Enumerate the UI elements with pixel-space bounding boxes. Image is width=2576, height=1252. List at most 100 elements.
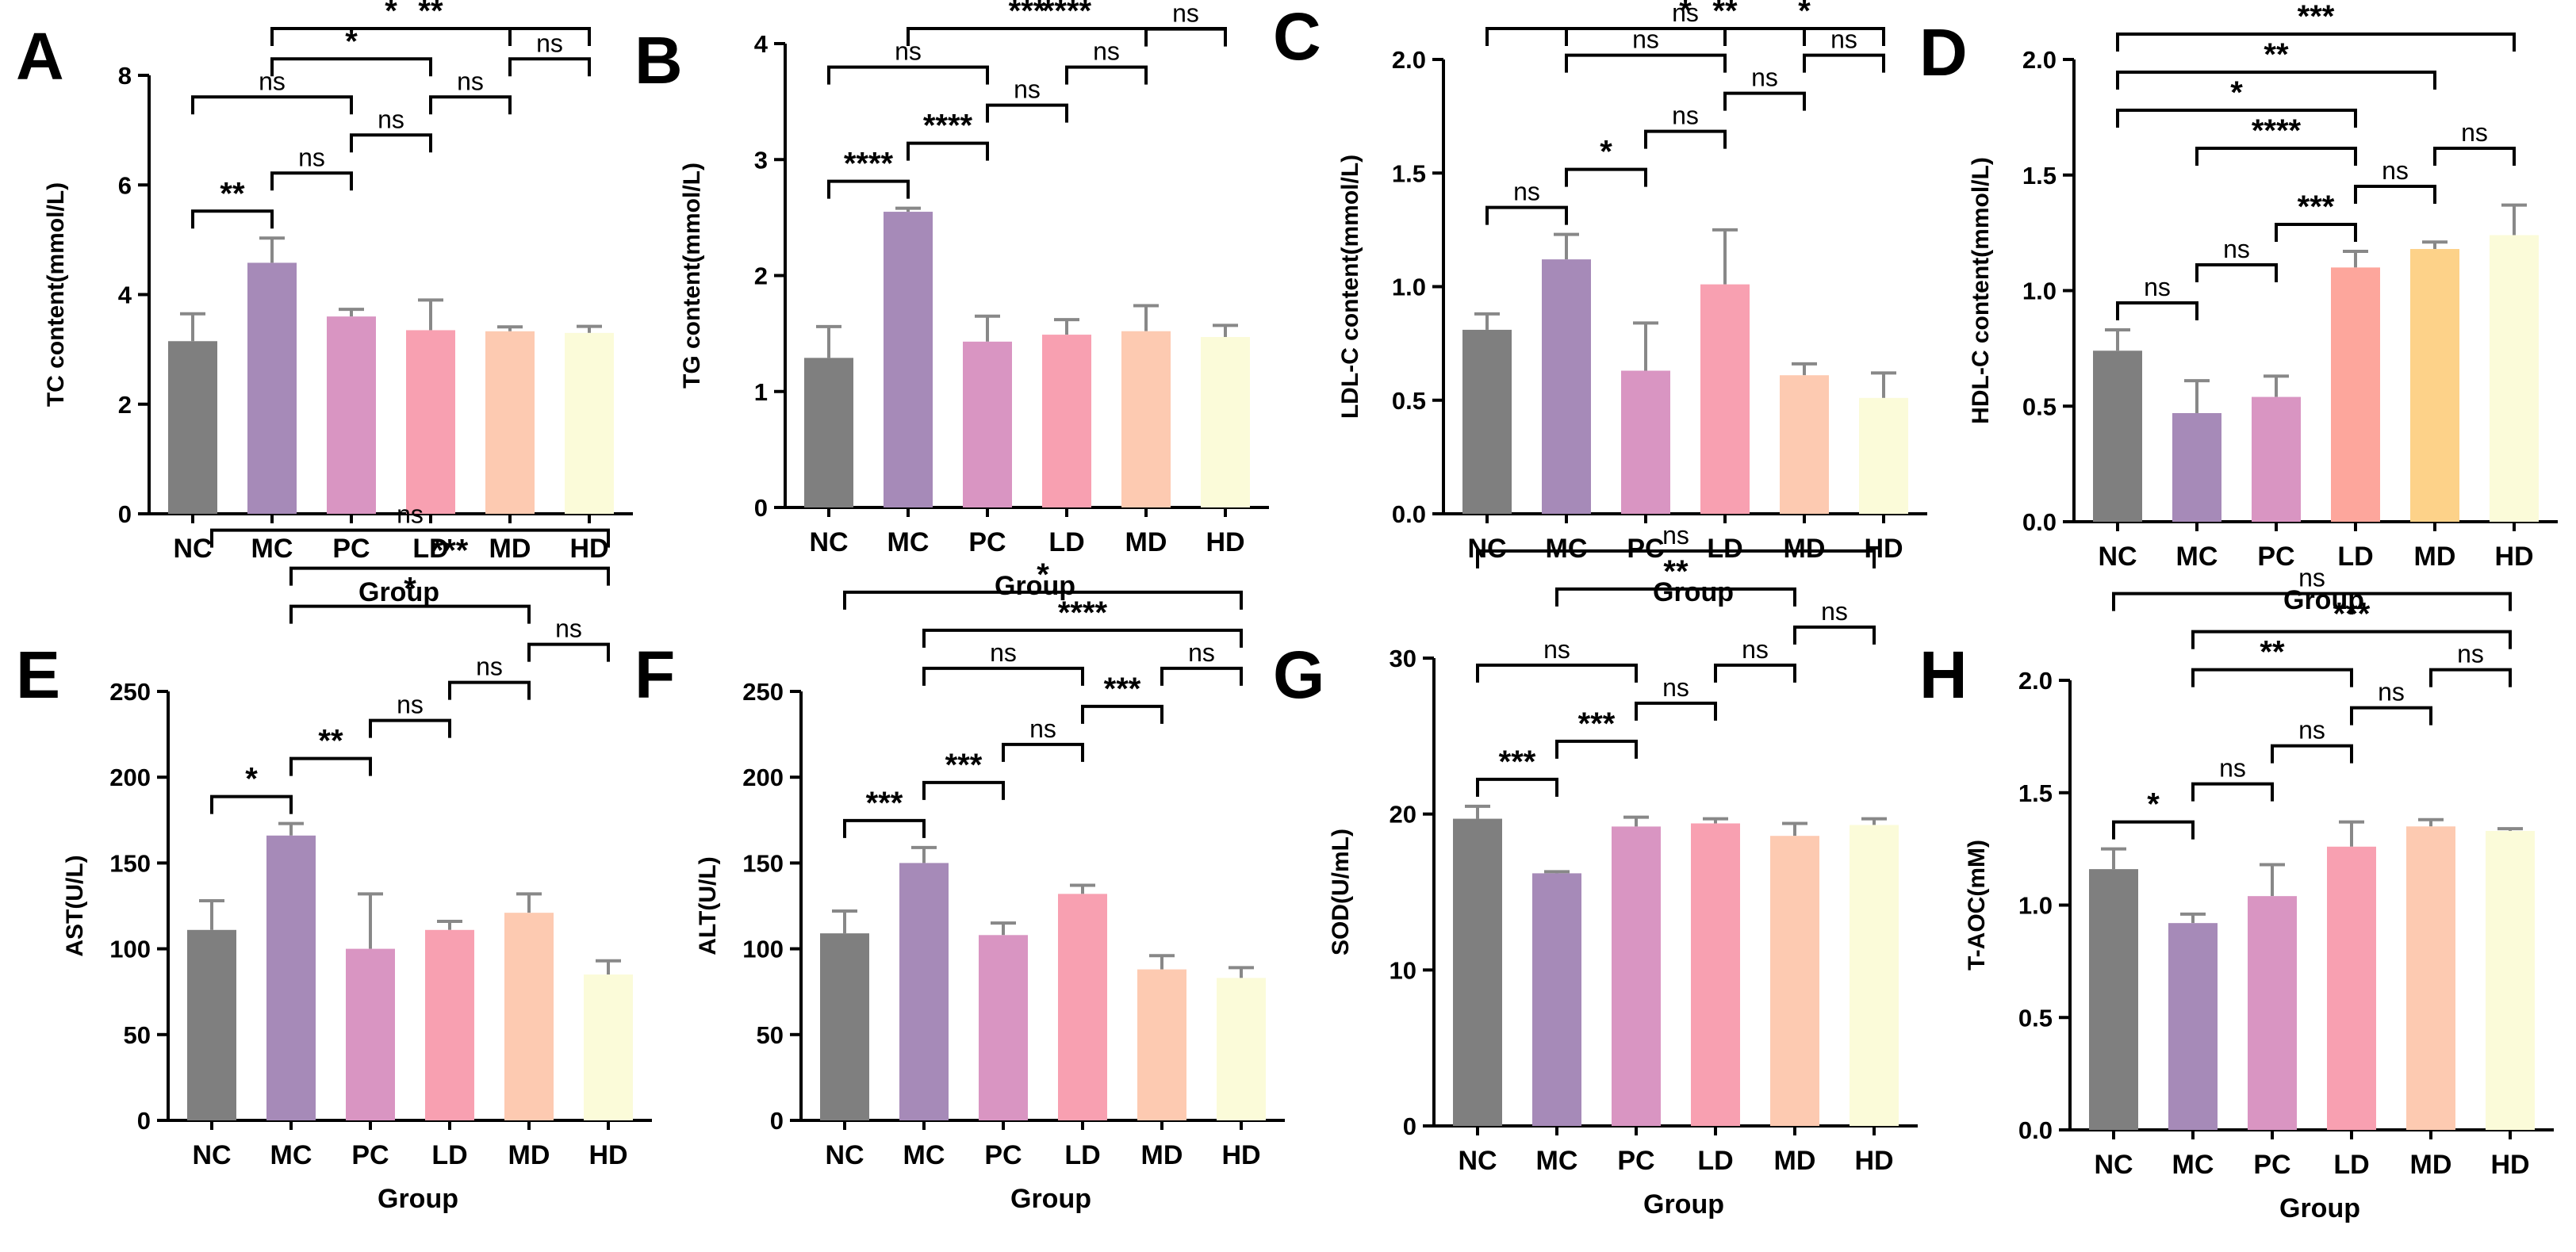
x-tick-label: LD [1064, 1140, 1100, 1170]
significance-label: ns [2298, 716, 2325, 745]
significance-label: ns [1014, 75, 1041, 104]
bar-nc [168, 341, 217, 514]
significance-bracket [1723, 91, 1806, 111]
significance-bracket [2433, 146, 2516, 166]
y-tick-label: 0.0 [2022, 508, 2057, 536]
significance-bracket [289, 566, 610, 586]
x-tick-label: MD [489, 534, 531, 564]
y-tick-label: 0 [754, 494, 768, 522]
x-tick-label: PC [332, 534, 370, 564]
significance-label: **** [1042, 0, 1092, 29]
significance-label: ns [1662, 521, 1689, 549]
bar-ld [1042, 335, 1091, 507]
significance-bracket [350, 133, 432, 153]
y-tick-label: 0 [118, 500, 132, 528]
significance-label: **** [923, 109, 973, 144]
significance-bracket [508, 57, 591, 77]
bar-pc [346, 948, 395, 1120]
significance-bracket [2195, 263, 2278, 283]
x-tick-label: MD [1125, 527, 1167, 557]
x-axis-label: Group [2283, 585, 2364, 615]
x-tick-label: MC [887, 527, 930, 557]
bar-hd [1859, 397, 1908, 514]
bar-md [1137, 969, 1186, 1120]
x-tick-label: HD [1221, 1140, 1260, 1170]
significance-bracket [210, 528, 610, 548]
bar-nc [820, 933, 869, 1120]
significance-bracket [907, 141, 989, 161]
y-axis-label: ALT(U/L) [695, 856, 721, 955]
y-tick-label: 1.0 [1392, 274, 1426, 301]
x-tick-label: NC [1467, 534, 1506, 564]
significance-label: *** [2333, 597, 2371, 632]
y-tick-label: 1.5 [1392, 159, 1426, 187]
significance-bracket [1485, 205, 1568, 225]
significance-bracket [1714, 663, 1796, 683]
significance-bracket [922, 628, 1243, 648]
x-tick-label: HD [2490, 1150, 2529, 1180]
y-tick-label: 0 [1403, 1112, 1416, 1140]
significance-label: *** [1104, 672, 1141, 706]
significance-label: ns [2457, 640, 2484, 668]
x-tick-label: HD [569, 534, 608, 564]
bar-pc [2248, 896, 2297, 1130]
panel-letter: F [634, 637, 675, 712]
significance-bracket [1565, 53, 1727, 73]
x-tick-label: LD [2337, 542, 2373, 572]
bar-pc [963, 341, 1012, 507]
x-tick-label: MD [2410, 1150, 2452, 1180]
bar-hd [1850, 825, 1899, 1126]
bar-md [485, 331, 535, 514]
x-tick-label: NC [2098, 542, 2137, 572]
bar-pc [1621, 370, 1670, 514]
significance-label: ns [1093, 37, 1120, 66]
significance-bracket [2350, 706, 2432, 726]
significance-bracket [191, 209, 274, 229]
y-tick-label: 50 [124, 1021, 151, 1049]
significance-bracket [1644, 129, 1727, 149]
x-axis-label: Group [1653, 577, 1734, 607]
significance-label: ns [1742, 635, 1769, 664]
x-tick-label: NC [173, 534, 212, 564]
x-tick-label: LD [431, 1140, 467, 1170]
y-tick-label: 150 [109, 849, 151, 877]
y-tick-label: 0.5 [2022, 392, 2057, 420]
significance-bracket [1160, 666, 1243, 686]
y-tick-label: 250 [109, 678, 151, 706]
y-axis-label: TC content(mmol/L) [43, 182, 69, 407]
x-axis-label: Group [358, 577, 439, 607]
significance-label: * [404, 572, 416, 607]
bar-md [504, 913, 554, 1120]
significance-bracket [1002, 742, 1084, 762]
significance-bracket [2116, 70, 2436, 90]
y-axis-label: T-AOC(mM) [1964, 840, 1990, 971]
significance-bracket [1065, 65, 1148, 85]
y-tick-label: 30 [1390, 645, 1416, 672]
panel-d: D 0.0 0.5 1.0 1.5 2.0 HDL-C content(mmol/L) NC M… [1919, 0, 2558, 615]
x-tick-label: NC [825, 1140, 864, 1170]
y-tick-label: 0.0 [2018, 1116, 2053, 1144]
significance-label: ns [990, 638, 1017, 667]
y-tick-label: 50 [757, 1021, 784, 1049]
significance-bracket [922, 666, 1084, 686]
bar-ld [406, 330, 455, 514]
bar-md [1770, 836, 1819, 1126]
x-tick-label: HD [2494, 542, 2533, 572]
significance-bracket [843, 818, 926, 838]
significance-bracket [2112, 592, 2512, 611]
y-axis-label: AST(U/L) [62, 855, 88, 956]
y-tick-label: 150 [742, 849, 784, 877]
significance-label: ns [1821, 597, 1848, 626]
significance-label: ** [418, 0, 443, 29]
y-tick-label: 0 [770, 1107, 784, 1135]
x-tick-label: NC [809, 527, 848, 557]
significance-label: ** [220, 176, 245, 211]
significance-label: ns [555, 615, 582, 643]
panel-letter: E [16, 637, 60, 712]
panel-h: H 0.0 0.5 1.0 1.5 2.0 T-AOC(mM) NC MC PC LD MD HD Gro… [1919, 564, 2554, 1223]
significance-bracket [1565, 27, 1806, 46]
significance-label: *** [1499, 745, 1536, 779]
panel-letter: D [1919, 15, 1968, 90]
significance-label: * [385, 0, 397, 29]
y-tick-label: 2.0 [2018, 667, 2053, 695]
